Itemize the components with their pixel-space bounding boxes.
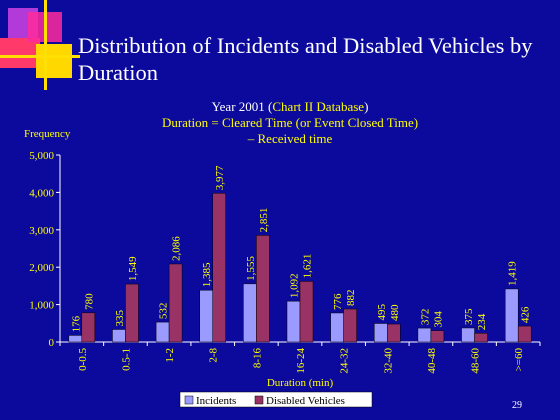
data-label-incidents: 1,419 bbox=[507, 261, 519, 286]
x-axis-label: Duration (min) bbox=[267, 377, 334, 389]
data-label-incidents: 335 bbox=[114, 309, 126, 326]
page-number: 29 bbox=[512, 400, 522, 411]
logo-yellow-block bbox=[36, 44, 72, 78]
x-tick-label: 32-40 bbox=[382, 348, 394, 374]
x-tick-label: 8-16 bbox=[251, 348, 263, 369]
x-tick-label: 1-2 bbox=[164, 348, 176, 363]
data-label-disabled-vehicles: 304 bbox=[432, 311, 444, 328]
y-tick-label: 4,000 bbox=[29, 187, 54, 199]
bar-incidents bbox=[417, 327, 432, 343]
y-tick-label: 3,000 bbox=[29, 225, 54, 237]
logo-vertical-line bbox=[44, 0, 47, 90]
x-tick-label: 48-60 bbox=[470, 348, 482, 374]
x-tick-label: 2-8 bbox=[208, 348, 220, 363]
data-label-disabled-vehicles: 780 bbox=[83, 293, 95, 310]
subtitle-year: Year 2001 ( bbox=[211, 99, 273, 114]
data-label-disabled-vehicles: 882 bbox=[345, 290, 357, 307]
data-label-disabled-vehicles: 234 bbox=[476, 313, 488, 330]
data-label-incidents: 176 bbox=[70, 315, 82, 332]
data-label-incidents: 372 bbox=[419, 309, 431, 326]
y-tick-label: 5,000 bbox=[29, 150, 54, 162]
bar-incidents bbox=[155, 321, 170, 343]
bar-disabled-vehicles bbox=[387, 323, 401, 343]
x-tick-label: 0.5-1 bbox=[120, 348, 132, 371]
subtitle-line-2: Duration = Cleared Time (or Event Closed… bbox=[161, 115, 419, 130]
data-label-incidents: 495 bbox=[376, 303, 388, 320]
bar-incidents bbox=[199, 289, 213, 343]
legend-swatch-disabled-vehicles bbox=[254, 395, 264, 405]
y-tick-label: 2,000 bbox=[29, 262, 54, 274]
data-label-incidents: 1,555 bbox=[245, 256, 257, 281]
logo-horizontal-line bbox=[0, 55, 80, 58]
subtitle-line-1: Year 2001 (Chart II Database) bbox=[100, 99, 480, 115]
bar-disabled-vehicles bbox=[256, 235, 270, 343]
data-label-incidents: 1,385 bbox=[201, 262, 213, 287]
chart-subtitle: Year 2001 (Chart II Database) Duration =… bbox=[100, 99, 480, 147]
bar-incidents bbox=[243, 283, 257, 343]
bar-disabled-vehicles bbox=[517, 325, 532, 343]
y-axis-label: Frequency bbox=[24, 128, 71, 140]
x-tick-label: 40-48 bbox=[426, 348, 438, 374]
bar-incidents bbox=[286, 300, 301, 343]
subtitle-line-3: – Received time bbox=[247, 131, 333, 146]
bar-disabled-vehicles bbox=[430, 330, 445, 343]
x-tick-label: >=60 bbox=[513, 348, 525, 372]
bar-disabled-vehicles bbox=[125, 283, 139, 343]
y-tick-label: 0 bbox=[49, 337, 55, 349]
legend-label-incidents: Incidents bbox=[196, 395, 236, 407]
legend-box bbox=[179, 391, 373, 408]
data-label-incidents: 375 bbox=[463, 308, 475, 325]
subtitle-paren: ) bbox=[364, 99, 369, 114]
legend-swatch-incidents bbox=[184, 395, 194, 405]
data-label-disabled-vehicles: 1,549 bbox=[127, 256, 139, 281]
bar-incidents bbox=[504, 288, 519, 343]
x-tick-label: 24-32 bbox=[339, 348, 351, 374]
slide-title: Distribution of Incidents and Disabled V… bbox=[78, 33, 533, 85]
data-label-incidents: 532 bbox=[158, 303, 170, 320]
data-label-incidents: 776 bbox=[332, 293, 344, 310]
data-label-disabled-vehicles: 2,086 bbox=[171, 236, 183, 261]
slide-logo bbox=[0, 0, 80, 90]
bar-disabled-vehicles bbox=[299, 281, 314, 343]
subtitle-database: Chart II Database bbox=[272, 99, 365, 114]
data-label-disabled-vehicles: 480 bbox=[389, 304, 401, 321]
bar-incidents bbox=[461, 327, 475, 343]
data-label-incidents: 1,092 bbox=[289, 273, 301, 298]
bar-disabled-vehicles bbox=[81, 312, 96, 343]
bar-disabled-vehicles bbox=[343, 308, 357, 343]
bar-disabled-vehicles bbox=[168, 263, 183, 343]
legend-label-disabled-vehicles: Disabled Vehicles bbox=[266, 395, 345, 407]
x-tick-label: 0-0.5 bbox=[77, 348, 89, 371]
data-label-disabled-vehicles: 426 bbox=[520, 306, 532, 323]
data-label-disabled-vehicles: 3,977 bbox=[214, 165, 226, 190]
bar-incidents bbox=[68, 335, 83, 343]
bar-disabled-vehicles bbox=[474, 332, 488, 343]
bar-incidents bbox=[330, 312, 344, 343]
data-label-disabled-vehicles: 1,621 bbox=[302, 254, 314, 279]
bar-disabled-vehicles bbox=[212, 193, 226, 343]
logo-red-block bbox=[0, 38, 40, 68]
bar-incidents bbox=[112, 329, 126, 343]
bar-incidents bbox=[374, 323, 388, 343]
x-tick-label: 16-24 bbox=[295, 348, 307, 374]
data-label-disabled-vehicles: 2,851 bbox=[258, 208, 270, 233]
y-tick-label: 1,000 bbox=[29, 300, 54, 312]
